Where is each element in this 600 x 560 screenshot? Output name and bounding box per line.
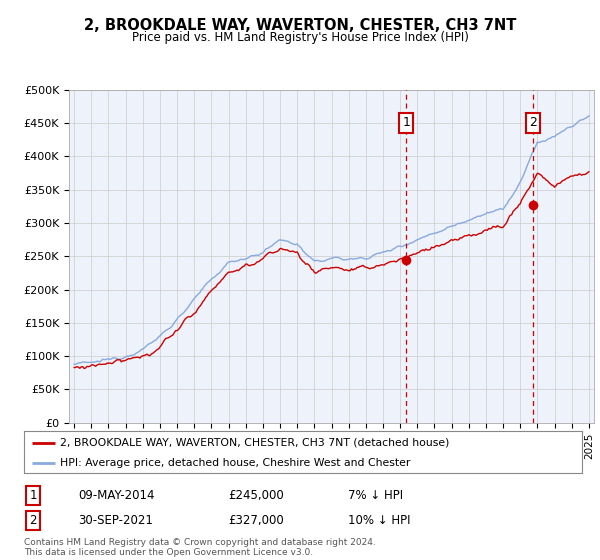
Text: HPI: Average price, detached house, Cheshire West and Chester: HPI: Average price, detached house, Ches… bbox=[60, 458, 410, 468]
Text: 1: 1 bbox=[402, 116, 410, 129]
Text: 1: 1 bbox=[29, 489, 37, 502]
Text: £327,000: £327,000 bbox=[228, 514, 284, 528]
Text: 7% ↓ HPI: 7% ↓ HPI bbox=[348, 489, 403, 502]
Text: 09-MAY-2014: 09-MAY-2014 bbox=[78, 489, 155, 502]
Text: 2: 2 bbox=[29, 514, 37, 528]
Text: 10% ↓ HPI: 10% ↓ HPI bbox=[348, 514, 410, 528]
Text: 2, BROOKDALE WAY, WAVERTON, CHESTER, CH3 7NT (detached house): 2, BROOKDALE WAY, WAVERTON, CHESTER, CH3… bbox=[60, 437, 449, 447]
Text: 2: 2 bbox=[529, 116, 537, 129]
Text: Price paid vs. HM Land Registry's House Price Index (HPI): Price paid vs. HM Land Registry's House … bbox=[131, 31, 469, 44]
Text: £245,000: £245,000 bbox=[228, 489, 284, 502]
Text: Contains HM Land Registry data © Crown copyright and database right 2024.
This d: Contains HM Land Registry data © Crown c… bbox=[24, 538, 376, 557]
Text: 30-SEP-2021: 30-SEP-2021 bbox=[78, 514, 153, 528]
Text: 2, BROOKDALE WAY, WAVERTON, CHESTER, CH3 7NT: 2, BROOKDALE WAY, WAVERTON, CHESTER, CH3… bbox=[84, 18, 516, 33]
